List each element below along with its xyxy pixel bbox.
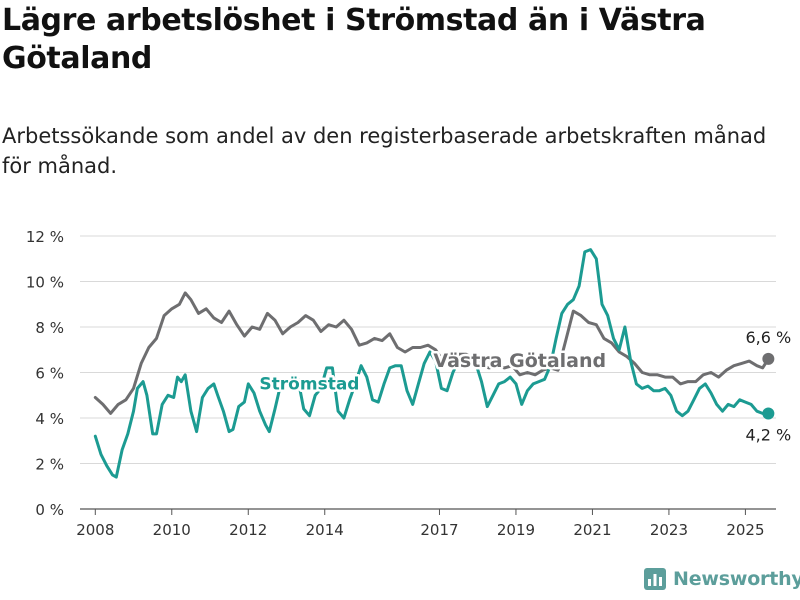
x-tick-label: 2012 [229, 521, 267, 539]
y-tick-label: 6 % [35, 365, 64, 383]
series-name-label-strömstad: Strömstad [259, 375, 359, 395]
brand-logo: Newsworthy [644, 568, 800, 590]
y-tick-label: 2 % [35, 456, 64, 474]
series-name-halo-strömstad: Strömstad [259, 375, 359, 395]
x-tick-label: 2021 [573, 521, 611, 539]
grid-lines [80, 235, 776, 510]
end-value-label-västra-götaland: 6,6 % [745, 328, 791, 347]
x-tick-label: 2008 [76, 521, 114, 539]
chart-title: Lägre arbetslöshet i Strömstad än i Väst… [2, 3, 706, 76]
series-line-västra-götaland [93, 291, 770, 415]
y-axis-ticks: 0 % 2 % 4 % 6 % 8 % 10 % 12 % [26, 228, 64, 519]
end-value-label-strömstad: 4,2 % [745, 425, 791, 444]
x-tick-label: 2025 [726, 521, 764, 539]
series-end-marker-västra-götaland [762, 352, 775, 365]
series-name-halo-västra-götaland: Västra Götaland [433, 350, 606, 372]
series-lines [93, 248, 775, 479]
x-tick-label: 2010 [153, 521, 191, 539]
series-line-strömstad [93, 248, 770, 479]
series-name-label-västra-götaland: Västra Götaland [433, 350, 606, 372]
x-tick-label: 2019 [497, 521, 535, 539]
newsworthy-logo-icon [644, 568, 666, 590]
brand-name: Newsworthy [673, 568, 800, 590]
y-tick-label: 4 % [35, 410, 64, 428]
x-tick-label: 2017 [420, 521, 458, 539]
x-tick-label: 2014 [306, 521, 344, 539]
x-axis: 2008 2010 2012 2014 2017 2019 2021 2023 2025 [76, 509, 765, 539]
y-tick-label: 12 % [26, 228, 64, 246]
y-tick-label: 8 % [35, 319, 64, 337]
chart-subtitle: Arbetssökande som andel av den registerb… [2, 124, 767, 178]
x-tick-label: 2023 [650, 521, 688, 539]
series-end-marker-strömstad [762, 407, 775, 420]
y-tick-label: 10 % [26, 274, 64, 292]
y-tick-label: 0 % [35, 501, 64, 519]
